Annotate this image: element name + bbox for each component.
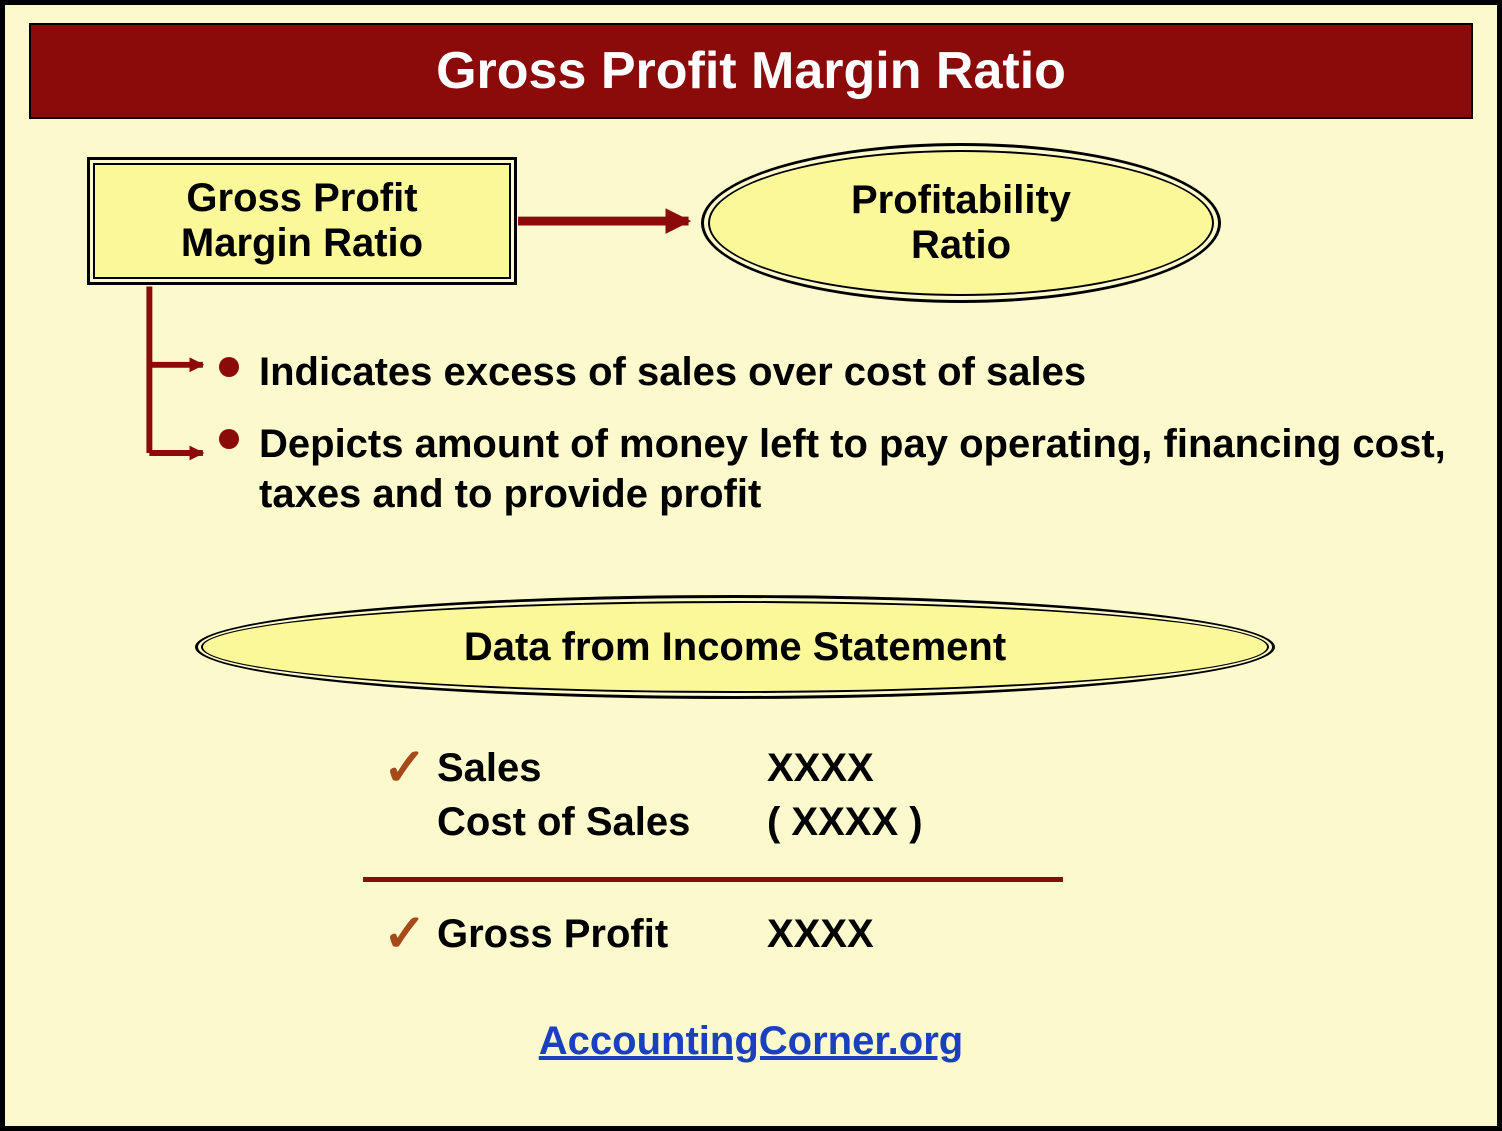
income-statement-result: ✓Gross ProfitXXXX bbox=[383, 907, 977, 961]
bullet-dot-icon bbox=[219, 429, 239, 449]
footer-link-text: AccountingCorner.org bbox=[539, 1019, 963, 1063]
node-data-ellipse: Data from Income Statement bbox=[195, 595, 1275, 699]
bullet-dot-icon bbox=[219, 357, 239, 377]
profitability-label-line1: Profitability bbox=[851, 178, 1071, 223]
income-row: ✓Gross ProfitXXXX bbox=[383, 907, 977, 961]
node-profitability-ellipse: Profitability Ratio bbox=[701, 143, 1221, 303]
income-divider bbox=[363, 877, 1063, 882]
diagram-canvas: Gross Profit Margin Ratio Gross Profit M… bbox=[0, 0, 1502, 1131]
income-value: ( XXXX ) bbox=[767, 800, 977, 845]
income-value: XXXX bbox=[767, 746, 977, 791]
gpm-box-label: Gross Profit Margin Ratio bbox=[181, 176, 423, 266]
income-label: Gross Profit bbox=[437, 912, 767, 957]
profitability-label: Profitability Ratio bbox=[851, 178, 1071, 268]
gpm-box-label-line2: Margin Ratio bbox=[181, 221, 423, 266]
bullet-item: Indicates excess of sales over cost of s… bbox=[219, 347, 1449, 397]
income-label: Cost of Sales bbox=[437, 800, 767, 845]
income-label: Sales bbox=[437, 746, 767, 791]
bullet-text: Indicates excess of sales over cost of s… bbox=[259, 347, 1449, 397]
income-row: Cost of Sales( XXXX ) bbox=[383, 795, 977, 849]
bullet-text: Depicts amount of money left to pay oper… bbox=[259, 419, 1449, 519]
node-gpm-box: Gross Profit Margin Ratio bbox=[87, 157, 517, 285]
income-row: ✓SalesXXXX bbox=[383, 741, 977, 795]
income-statement-rows: ✓SalesXXXXCost of Sales( XXXX ) bbox=[383, 741, 977, 849]
bullet-list: Indicates excess of sales over cost of s… bbox=[219, 347, 1449, 541]
title-bar: Gross Profit Margin Ratio bbox=[29, 23, 1473, 119]
income-value: XXXX bbox=[767, 912, 977, 957]
gpm-box-label-line1: Gross Profit bbox=[181, 176, 423, 221]
check-icon: ✓ bbox=[383, 908, 437, 960]
profitability-label-line2: Ratio bbox=[851, 223, 1071, 268]
bullet-item: Depicts amount of money left to pay oper… bbox=[219, 419, 1449, 519]
title-text: Gross Profit Margin Ratio bbox=[436, 41, 1066, 101]
check-icon: ✓ bbox=[383, 742, 437, 794]
data-ellipse-label: Data from Income Statement bbox=[464, 625, 1006, 670]
footer-link[interactable]: AccountingCorner.org bbox=[5, 1019, 1497, 1064]
